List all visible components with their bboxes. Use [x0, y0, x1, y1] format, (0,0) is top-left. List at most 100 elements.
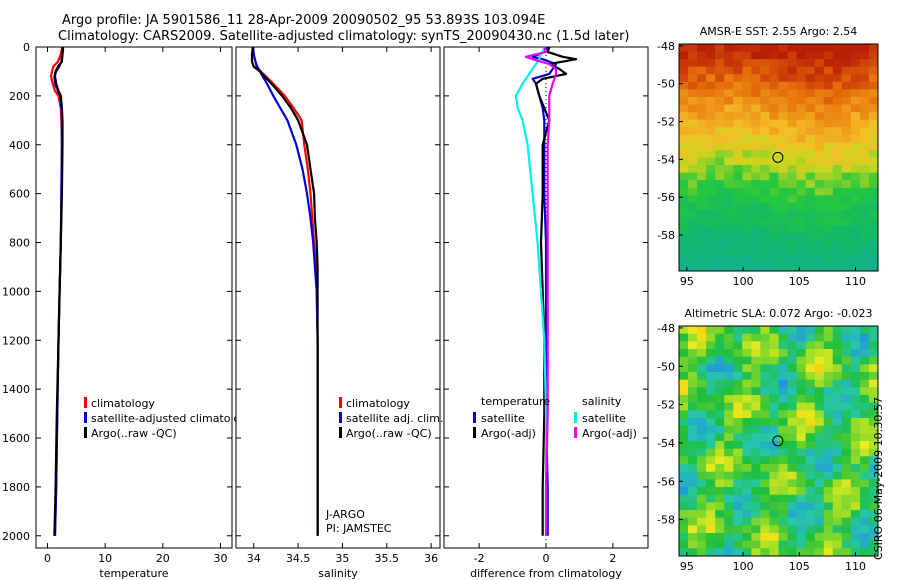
map-cell	[742, 263, 752, 271]
map-cell	[850, 395, 861, 404]
map-cell	[697, 202, 707, 212]
map-cell	[778, 433, 789, 442]
map-cell	[805, 233, 816, 242]
map-cell	[859, 74, 870, 83]
map-cell	[733, 425, 743, 434]
map-cell	[796, 44, 807, 53]
map-cell	[715, 202, 725, 212]
map-cell	[841, 127, 852, 136]
map-cell	[778, 210, 789, 219]
map-cell	[859, 456, 870, 465]
map-cell	[697, 66, 707, 75]
map-cell	[679, 410, 689, 419]
map-cell	[850, 233, 861, 242]
map-cell	[814, 372, 825, 381]
map-cell	[850, 456, 861, 465]
map-cell	[760, 104, 771, 113]
legend-swatch	[339, 412, 342, 423]
map-cell	[787, 333, 798, 342]
map-cell	[715, 74, 725, 83]
map-cell	[805, 218, 816, 227]
map-cell	[706, 548, 716, 556]
x-tick-label: 100	[733, 275, 754, 288]
map-cell	[787, 180, 798, 189]
map-cell	[796, 59, 807, 68]
map-cell	[787, 195, 798, 204]
map-cell	[832, 218, 843, 227]
map-cell	[859, 402, 870, 411]
map-cell	[823, 112, 834, 121]
map-cell	[787, 233, 798, 242]
map-cell	[796, 74, 807, 83]
map-cell	[760, 410, 771, 419]
map-cell	[760, 233, 771, 242]
map-cell	[706, 448, 716, 457]
map-cell	[715, 364, 725, 373]
map-cell	[760, 372, 771, 381]
map-cell	[679, 74, 689, 83]
map-cell	[760, 195, 771, 204]
map-cell	[715, 59, 725, 68]
map-cell	[841, 112, 852, 121]
map-cell	[778, 127, 789, 136]
map-cell	[787, 533, 798, 542]
map-cell	[841, 379, 852, 388]
map-cell	[679, 379, 689, 388]
map-cell	[724, 142, 734, 151]
map-cell	[742, 333, 752, 342]
map-cell	[859, 51, 870, 60]
map-cell	[742, 165, 752, 174]
map-cell	[688, 187, 698, 196]
map-cell	[859, 356, 870, 365]
map-cell	[679, 255, 689, 265]
map-cell	[814, 142, 825, 151]
legend-label: satellite adj. clim.	[346, 412, 443, 425]
map-cell	[733, 74, 743, 83]
map-cell	[742, 510, 752, 519]
map-cell	[868, 510, 878, 519]
map-cell	[742, 157, 752, 166]
map-cell	[787, 349, 798, 358]
map-cell	[805, 540, 816, 549]
map-cell	[859, 548, 870, 556]
map-cell	[724, 510, 734, 519]
map-cell	[787, 487, 798, 496]
map-cell	[814, 425, 825, 434]
y-tick-label: -50	[657, 360, 675, 373]
map-cell	[850, 494, 861, 503]
map-cell	[724, 372, 734, 381]
map-cell	[742, 433, 752, 442]
map-cell	[769, 548, 780, 556]
map-cell	[715, 395, 725, 404]
map-cell	[841, 263, 852, 271]
map-cell	[706, 51, 716, 60]
map-cell	[697, 425, 707, 434]
map-cell	[814, 456, 825, 465]
map-cell	[859, 149, 870, 159]
map-cell	[805, 134, 816, 143]
map-cell	[679, 479, 689, 488]
map-cell	[832, 44, 843, 53]
map-cell	[724, 89, 734, 98]
y-tick-label: 600	[9, 188, 30, 201]
map-cell	[805, 479, 816, 488]
map-cell	[688, 96, 698, 106]
map-cell	[769, 464, 780, 473]
map-cell	[796, 395, 807, 404]
map-cell	[796, 119, 807, 128]
map-cell	[706, 225, 716, 234]
map-cell	[715, 379, 725, 388]
x-tick-label: 0	[543, 552, 550, 565]
map-cell	[841, 195, 852, 204]
map-cell	[715, 540, 725, 549]
map-cell	[859, 372, 870, 381]
map-cell	[814, 479, 825, 488]
map-cell	[769, 165, 780, 174]
map-cell	[688, 517, 698, 526]
map-cell	[733, 225, 743, 234]
y-tick-label: 1000	[2, 285, 30, 298]
map-cell	[769, 487, 780, 496]
map-cell	[814, 187, 825, 196]
map-cell	[724, 456, 734, 465]
map-cell	[868, 494, 878, 503]
